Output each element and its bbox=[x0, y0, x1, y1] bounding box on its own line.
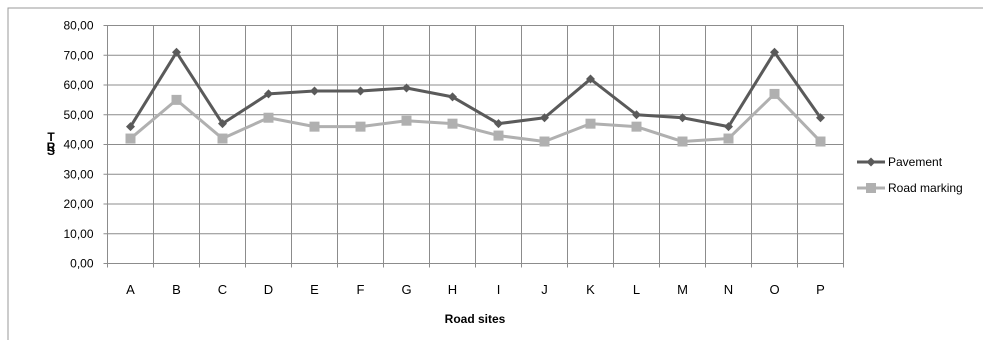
data-point-road-marking bbox=[539, 136, 550, 147]
x-tick-label: K bbox=[586, 282, 595, 297]
data-point-road-marking bbox=[769, 88, 780, 99]
x-axis-title: Road sites bbox=[445, 312, 506, 326]
series-line-pavement bbox=[129, 50, 822, 129]
x-tick-label: N bbox=[724, 282, 733, 297]
data-point-road-marking bbox=[217, 133, 228, 144]
x-tick-label: J bbox=[541, 282, 548, 297]
y-tick-label: 70,00 bbox=[63, 48, 93, 62]
y-tick-label: 40,00 bbox=[63, 138, 93, 152]
x-tick-label: O bbox=[769, 282, 779, 297]
series-layer bbox=[125, 47, 826, 147]
x-axis: A B C D E F G H I J K L M N O P bbox=[107, 263, 844, 297]
series-pavement bbox=[126, 47, 825, 132]
legend: Pavement Road marking bbox=[857, 155, 963, 195]
gridlines bbox=[107, 25, 844, 264]
data-point-road-marking bbox=[263, 112, 274, 123]
data-point-pavement bbox=[770, 47, 779, 57]
x-tick-label: C bbox=[218, 282, 227, 297]
y-tick-label: 0,00 bbox=[70, 257, 94, 271]
data-point-road-marking bbox=[355, 121, 366, 132]
legend-label-pavement: Pavement bbox=[888, 155, 943, 169]
data-point-pavement bbox=[448, 92, 457, 102]
y-tick-label: 20,00 bbox=[63, 197, 93, 211]
data-point-road-marking bbox=[585, 118, 596, 129]
data-point-pavement bbox=[402, 83, 411, 93]
y-axis: 0,00 10,00 20,00 30,00 40,00 50,00 60,00 70,00 8… bbox=[63, 19, 108, 271]
y-axis-title-part-2: R bbox=[47, 140, 56, 154]
x-tick-label: G bbox=[401, 282, 411, 297]
y-tick-label: 60,00 bbox=[63, 78, 93, 92]
x-tick-label: H bbox=[448, 282, 457, 297]
data-point-road-marking bbox=[125, 133, 136, 144]
data-point-road-marking bbox=[723, 133, 734, 144]
data-point-pavement bbox=[816, 113, 825, 123]
data-point-road-marking bbox=[677, 136, 688, 147]
legend-marker-road-marking bbox=[866, 183, 876, 193]
chart-border bbox=[7, 7, 983, 340]
x-tick-label: I bbox=[497, 282, 501, 297]
data-point-pavement bbox=[264, 89, 273, 99]
legend-entry-pavement: Pavement bbox=[857, 155, 943, 169]
series-road-marking bbox=[125, 88, 826, 147]
x-tick-label: A bbox=[126, 282, 135, 297]
data-point-pavement bbox=[540, 113, 549, 123]
legend-entry-road-marking: Road marking bbox=[857, 181, 963, 195]
legend-label-road-marking: Road marking bbox=[888, 181, 963, 195]
data-point-road-marking bbox=[493, 130, 504, 141]
data-point-pavement bbox=[724, 122, 733, 132]
data-point-road-marking bbox=[171, 94, 182, 105]
data-point-pavement bbox=[494, 119, 503, 129]
data-point-road-marking bbox=[815, 136, 826, 147]
y-axis-title-part-1: T bbox=[47, 130, 55, 144]
x-tick-label: E bbox=[310, 282, 319, 297]
legend-marker-pavement bbox=[866, 157, 876, 167]
data-point-pavement bbox=[126, 122, 135, 132]
data-point-road-marking bbox=[401, 115, 412, 126]
x-tick-label: M bbox=[677, 282, 688, 297]
data-point-pavement bbox=[218, 119, 227, 129]
y-tick-label: 80,00 bbox=[63, 19, 93, 33]
x-tick-label: P bbox=[816, 282, 825, 297]
x-tick-label: L bbox=[633, 282, 640, 297]
x-tick-label: D bbox=[264, 282, 273, 297]
series-line-road-marking bbox=[129, 92, 822, 144]
data-point-road-marking bbox=[447, 118, 458, 129]
y-axis-title-part-3: S bbox=[47, 144, 55, 158]
data-point-pavement bbox=[310, 86, 319, 96]
data-point-pavement bbox=[356, 86, 365, 96]
data-point-pavement bbox=[632, 110, 641, 120]
data-point-road-marking bbox=[631, 121, 642, 132]
data-point-pavement bbox=[586, 74, 595, 84]
y-tick-label: 50,00 bbox=[63, 108, 93, 122]
y-tick-label: 30,00 bbox=[63, 167, 93, 181]
data-point-pavement bbox=[678, 113, 687, 123]
y-tick-label: 10,00 bbox=[63, 227, 93, 241]
x-tick-label: B bbox=[172, 282, 181, 297]
data-point-road-marking bbox=[309, 121, 320, 132]
data-point-pavement bbox=[172, 47, 181, 57]
x-tick-label: F bbox=[357, 282, 365, 297]
